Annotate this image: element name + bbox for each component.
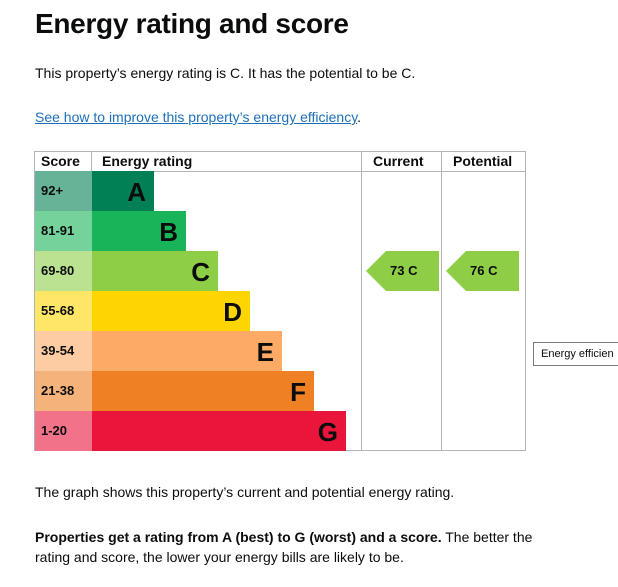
graph-caption: The graph shows this property’s current …: [35, 484, 455, 500]
current-rating-arrow: 73 C: [366, 251, 439, 291]
band-bar-c: C: [92, 251, 218, 291]
rating-summary-bold: Properties get a rating from A (best) to…: [35, 529, 442, 545]
current-rating-label: 73 C: [390, 263, 418, 278]
band-score-range: 39-54: [35, 331, 92, 371]
link-period: .: [357, 109, 362, 125]
band-bar-b: B: [92, 211, 186, 251]
header-divider: [35, 171, 525, 172]
rating-intro-text: This property’s energy rating is C. It h…: [35, 65, 416, 81]
current-header: Current: [373, 153, 424, 169]
energy-rating-header: Energy rating: [102, 153, 193, 169]
energy-rating-graph: Score Energy rating Current Potential 92…: [34, 151, 526, 451]
band-bar-a: A: [92, 171, 154, 211]
potential-header: Potential: [453, 153, 513, 169]
tooltip: Energy efficien: [533, 342, 618, 366]
band-bar-f: F: [92, 371, 314, 411]
improve-link-line: See how to improve this property’s energ…: [35, 108, 361, 126]
potential-rating-label: 76 C: [470, 263, 498, 278]
band-bar-e: E: [92, 331, 282, 371]
current-column-divider: [361, 152, 362, 450]
band-score-range: 21-38: [35, 371, 92, 411]
score-header: Score: [41, 153, 80, 169]
potential-rating-arrow: 76 C: [446, 251, 519, 291]
band-score-range: 1-20: [35, 411, 92, 451]
band-bar-d: D: [92, 291, 250, 331]
band-score-range: 92+: [35, 171, 92, 211]
band-score-range: 55-68: [35, 291, 92, 331]
potential-column-divider: [441, 152, 442, 450]
band-score-range: 81-91: [35, 211, 92, 251]
band-bar-g: G: [92, 411, 346, 451]
page-title: Energy rating and score: [35, 8, 349, 39]
rating-summary-rest: The better the rating and score, the low…: [35, 529, 533, 565]
rating-summary: Properties get a rating from A (best) to…: [35, 527, 545, 567]
improve-efficiency-link[interactable]: See how to improve this property’s energ…: [35, 109, 358, 125]
band-score-range: 69-80: [35, 251, 92, 291]
